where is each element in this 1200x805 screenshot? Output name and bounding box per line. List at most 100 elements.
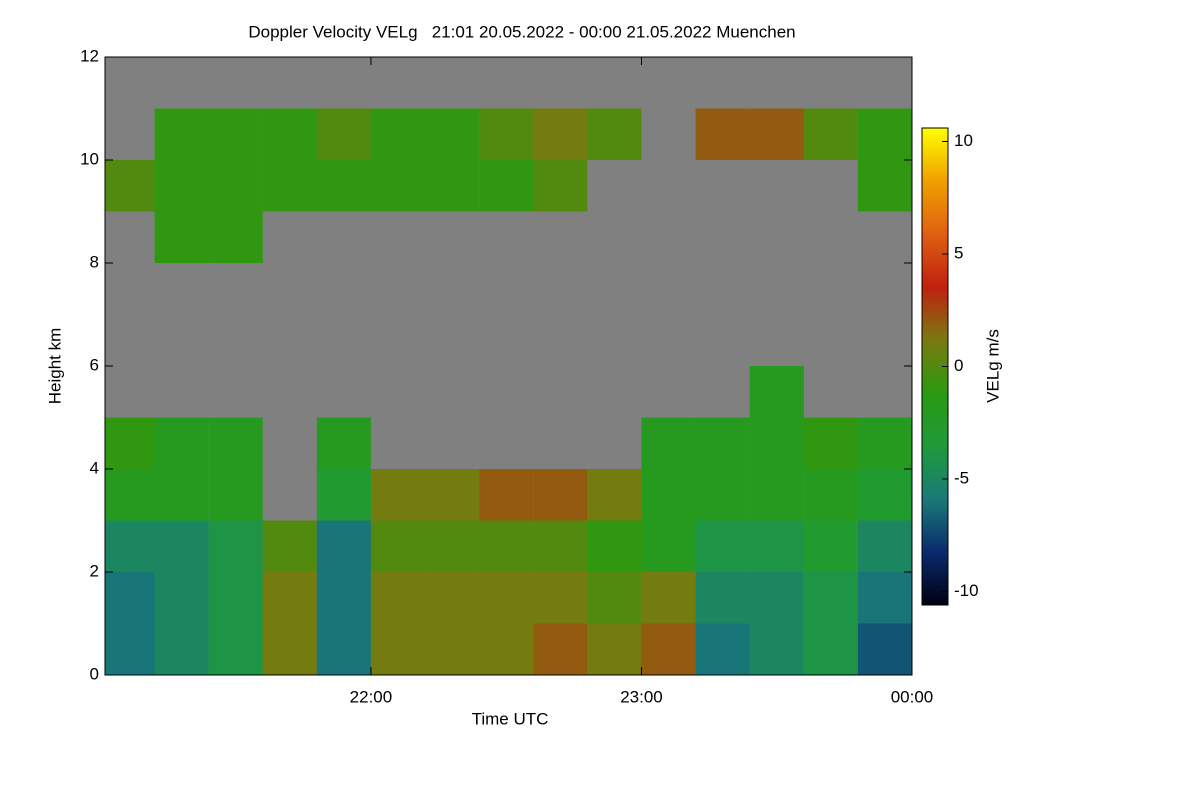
heatmap-cell — [803, 108, 858, 160]
heatmap-cell — [316, 469, 371, 521]
heatmap-cell — [105, 469, 155, 521]
x-tick-label: 22:00 — [350, 687, 393, 706]
heatmap-cell — [587, 623, 642, 675]
y-axis-label: Height km — [45, 328, 64, 405]
heatmap-cell — [208, 572, 263, 624]
y-tick-label: 8 — [90, 252, 99, 271]
heatmap-cell — [587, 572, 642, 624]
heatmap-cell — [370, 623, 426, 675]
heatmap-cell — [154, 211, 209, 263]
heatmap-cell — [105, 572, 155, 624]
colorbar-label: VELg m/s — [983, 329, 1002, 403]
y-tick-label: 12 — [80, 46, 99, 65]
heatmap-cell — [533, 520, 588, 572]
heatmap-cell — [803, 572, 858, 624]
heatmap-cell — [533, 572, 588, 624]
heatmap-cell — [803, 520, 858, 572]
heatmap-cell — [803, 417, 858, 469]
heatmap-cell — [695, 469, 750, 521]
heatmap-cell — [316, 417, 371, 469]
heatmap-cell — [154, 469, 209, 521]
heatmap-cell — [803, 469, 858, 521]
heatmap-cell — [803, 623, 858, 675]
heatmap-cell — [695, 572, 750, 624]
heatmap-cell — [857, 160, 912, 212]
heatmap-cell — [857, 108, 912, 160]
chart-title: Doppler Velocity VELg 21:01 20.05.2022 -… — [248, 22, 795, 41]
heatmap-cell — [262, 108, 317, 160]
heatmap-cell — [533, 623, 588, 675]
heatmap-cell — [154, 108, 209, 160]
heatmap-cell — [154, 160, 209, 212]
heatmap-cell — [370, 572, 426, 624]
heatmap-cell — [641, 572, 696, 624]
heatmap-cell — [425, 469, 480, 521]
heatmap-cell — [587, 108, 642, 160]
heatmap-cell — [479, 160, 534, 212]
heatmap-cell — [425, 160, 480, 212]
heatmap-cell — [749, 520, 804, 572]
heatmap-cell — [316, 623, 371, 675]
heatmap-cell — [105, 160, 155, 212]
heatmap-cell — [857, 520, 912, 572]
heatmap-cell — [154, 417, 209, 469]
heatmap-cell — [749, 623, 804, 675]
heatmap-cell — [208, 623, 263, 675]
y-tick-label: 0 — [90, 664, 99, 683]
x-axis-label: Time UTC — [472, 709, 549, 728]
heatmap-cell — [154, 572, 209, 624]
heatmap-cell — [370, 469, 426, 521]
y-tick-label: 10 — [80, 149, 99, 168]
x-tick-label: 00:00 — [891, 687, 934, 706]
heatmap-cell — [262, 520, 317, 572]
heatmap-cell — [154, 520, 209, 572]
heatmap-cell — [262, 160, 317, 212]
heatmap-cell — [208, 108, 263, 160]
heatmap-cell — [425, 108, 480, 160]
heatmap-cell — [695, 520, 750, 572]
x-tick-label: 23:00 — [620, 687, 663, 706]
heatmap-cell — [208, 160, 263, 212]
colorbar-tick-label: 5 — [954, 243, 963, 262]
heatmap-cell — [425, 520, 480, 572]
heatmap-cell — [533, 160, 588, 212]
heatmap-cell — [370, 108, 426, 160]
heatmap-cell — [154, 623, 209, 675]
heatmap-cell — [105, 417, 155, 469]
heatmap-cell — [857, 572, 912, 624]
heatmap-cell — [641, 623, 696, 675]
colorbar-tick-label: 10 — [954, 131, 973, 150]
heatmap-cell — [316, 572, 371, 624]
heatmap-cell — [857, 417, 912, 469]
heatmap-cell — [479, 520, 534, 572]
heatmap-cell — [105, 623, 155, 675]
heatmap-cell — [262, 572, 317, 624]
heatmap-cell — [316, 160, 371, 212]
heatmap-cell — [370, 520, 426, 572]
heatmap-cell — [208, 520, 263, 572]
colorbar-tick-label: -5 — [954, 468, 969, 487]
heatmap-cell — [857, 623, 912, 675]
heatmap-cell — [533, 108, 588, 160]
heatmap-cell — [587, 520, 642, 572]
heatmap-cell — [105, 520, 155, 572]
y-tick-label: 6 — [90, 355, 99, 374]
heatmap-cell — [695, 417, 750, 469]
heatmap-cell — [533, 469, 588, 521]
colorbar-tick-label: -10 — [954, 581, 979, 600]
heatmap-cell — [641, 469, 696, 521]
heatmap-cell — [425, 623, 480, 675]
heatmap-cell — [479, 623, 534, 675]
heatmap-cell — [208, 417, 263, 469]
heatmap-cell — [695, 108, 750, 160]
heatmap-cell — [857, 469, 912, 521]
heatmap-cell — [262, 623, 317, 675]
heatmap-cell — [695, 623, 750, 675]
heatmap-cell — [749, 366, 804, 418]
heatmap-cell — [749, 469, 804, 521]
heatmap-cell — [479, 108, 534, 160]
heatmap-cell — [749, 108, 804, 160]
heatmap-cell — [425, 572, 480, 624]
y-tick-label: 2 — [90, 561, 99, 580]
